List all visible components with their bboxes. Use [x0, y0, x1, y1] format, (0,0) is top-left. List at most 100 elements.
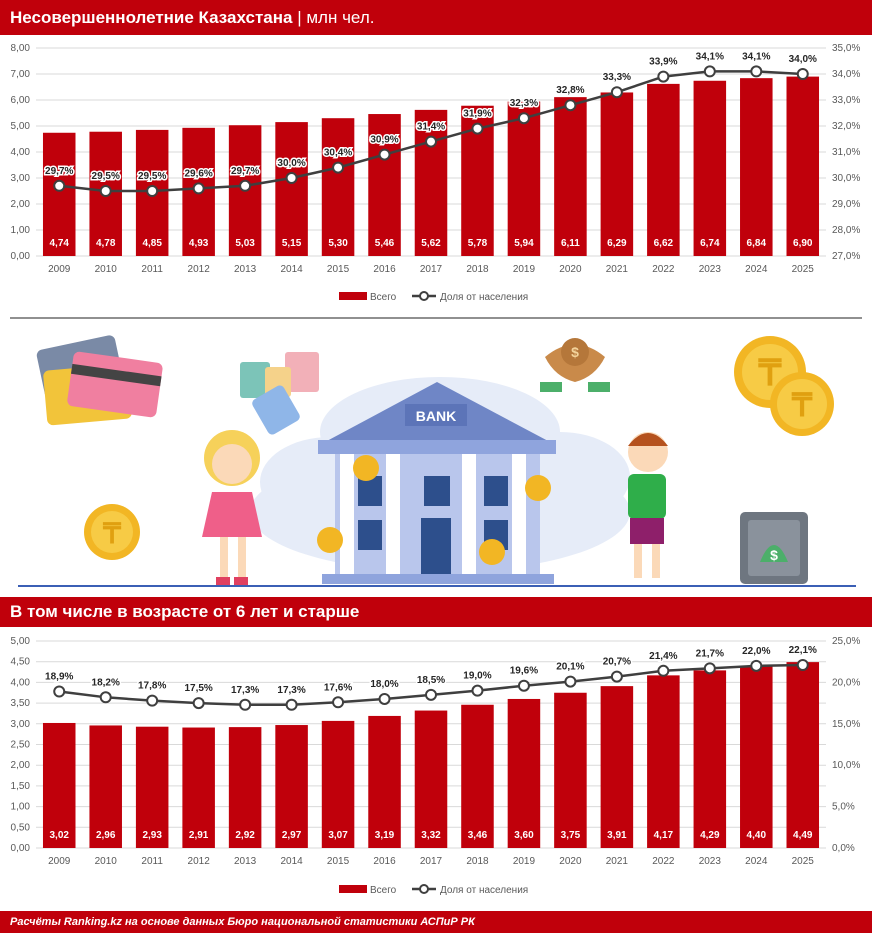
share-point: [564, 99, 577, 112]
bar: [414, 710, 448, 848]
share-point: [425, 135, 437, 148]
source-footer: Расчёты Ranking.kz на основе данных Бюро…: [0, 911, 872, 933]
legend-swatch-bars: [339, 885, 367, 893]
bar: [554, 692, 587, 848]
top-banner: Несовершеннолетние Казахстана | млн чел.: [0, 0, 872, 35]
bar-value-label: 4,17: [654, 830, 674, 841]
y-right-tick-label: 25,0%: [832, 636, 860, 647]
share-value-label: 30,0%: [277, 158, 305, 169]
y-right-tick-label: 5,0%: [832, 802, 855, 813]
x-tick-label: 2009: [48, 856, 71, 867]
share-value-label: 33,3%: [603, 72, 631, 83]
share-point: [146, 694, 159, 707]
x-tick-label: 2025: [792, 856, 815, 867]
share-point: [471, 122, 484, 135]
bar: [275, 122, 308, 256]
x-tick-label: 2009: [48, 264, 71, 275]
chart-title: Несовершеннолетние Казахстана: [10, 8, 293, 27]
svg-text:$: $: [571, 344, 579, 360]
share-point: [703, 662, 716, 675]
share-value-label: 22,0%: [742, 646, 770, 657]
share-point: [239, 179, 252, 192]
bank-building-icon: BANK: [317, 382, 556, 584]
bar: [275, 725, 308, 848]
share-value-label: 20,7%: [603, 657, 631, 668]
bar: [693, 80, 727, 256]
y-right-tick-label: 30,0%: [832, 173, 860, 184]
svg-text:₸: ₸: [791, 387, 813, 423]
y-right-tick-label: 29,0%: [832, 199, 860, 210]
y-right-tick-label: 28,0%: [832, 225, 860, 236]
bar: [600, 686, 634, 848]
share-point: [146, 185, 159, 197]
share-value-label: 17,6%: [324, 682, 352, 693]
bar-value-label: 4,40: [747, 830, 767, 841]
svg-text:$: $: [770, 547, 778, 563]
bar: [786, 662, 820, 848]
x-tick-label: 2018: [466, 856, 489, 867]
y-right-tick-label: 27,0%: [832, 251, 860, 262]
share-point: [657, 70, 670, 83]
share-value-label: 17,8%: [138, 681, 166, 692]
share-value-label: 29,5%: [138, 171, 166, 182]
share-value-label: 29,6%: [184, 168, 212, 179]
y-left-tick-label: 4,00: [11, 677, 31, 688]
safe-with-money-icon: $: [740, 512, 808, 584]
x-tick-label: 2017: [420, 264, 443, 275]
bar-value-label: 5,78: [468, 238, 488, 249]
y-right-tick-label: 33,0%: [832, 95, 860, 106]
chart-minors-6plus: 0,00 0,50 1,00 1,50 2,00 2,50 3,00 3,50 4,00 4,50…: [11, 636, 861, 896]
share-value-label: 34,0%: [789, 54, 817, 65]
source-text: Расчёты Ranking.kz на основе данных Бюро…: [10, 916, 475, 928]
bar-value-label: 6,62: [654, 238, 674, 249]
bar: [182, 727, 215, 848]
legend-swatch-bars: [339, 292, 367, 300]
share-value-label: 34,1%: [742, 51, 770, 62]
share-point: [657, 664, 670, 677]
share-value-label: 21,4%: [649, 651, 677, 662]
bar: [740, 665, 773, 848]
x-tick-label: 2021: [606, 264, 629, 275]
bar-value-label: 5,30: [328, 238, 348, 249]
bar: [507, 698, 541, 848]
tenge-coin-left-icon: ₸: [84, 504, 140, 560]
share-point: [610, 86, 623, 99]
share-point: [517, 112, 530, 125]
y-left-tick-label: 3,50: [11, 698, 31, 709]
y-left-tick-label: 4,00: [11, 147, 31, 158]
bar-value-label: 3,91: [607, 830, 627, 841]
credit-cards-icon: [36, 335, 163, 426]
y-left-tick-label: 8,00: [11, 43, 31, 54]
share-value-label: 17,3%: [231, 685, 259, 696]
y-left-tick-label: 2,50: [11, 740, 31, 751]
bar: [368, 715, 401, 848]
share-point: [285, 698, 298, 711]
bar: [89, 725, 122, 848]
legend-label-bars: Всего: [370, 292, 397, 303]
share-value-label: 18,9%: [45, 672, 73, 683]
x-tick-label: 2014: [280, 856, 303, 867]
x-tick-label: 2010: [95, 264, 118, 275]
x-tick-label: 2018: [466, 264, 489, 275]
bar: [321, 720, 355, 848]
share-point: [610, 670, 623, 683]
share-point: [703, 65, 716, 78]
bar: [554, 97, 587, 256]
bank-illustration: $ ₸ ₸ ₸ BANK: [10, 317, 862, 587]
bar: [321, 118, 355, 256]
y-left-tick-label: 6,00: [11, 95, 31, 106]
y-right-tick-label: 15,0%: [832, 719, 860, 730]
y-left-tick-label: 5,00: [11, 121, 31, 132]
money-hands-icon: $: [540, 338, 610, 392]
share-point: [192, 182, 205, 195]
bar-value-label: 2,97: [282, 830, 302, 841]
x-tick-label: 2011: [141, 264, 163, 275]
x-tick-label: 2022: [652, 264, 675, 275]
y-left-tick-label: 1,00: [11, 225, 31, 236]
subchart-title: В том числе в возрасте от 6 лет и старше: [10, 602, 360, 621]
share-value-label: 17,3%: [277, 685, 305, 696]
bar: [693, 670, 727, 848]
share-value-label: 19,0%: [463, 671, 491, 682]
share-value-label: 22,1%: [789, 645, 817, 656]
share-value-label: 29,7%: [231, 166, 259, 177]
